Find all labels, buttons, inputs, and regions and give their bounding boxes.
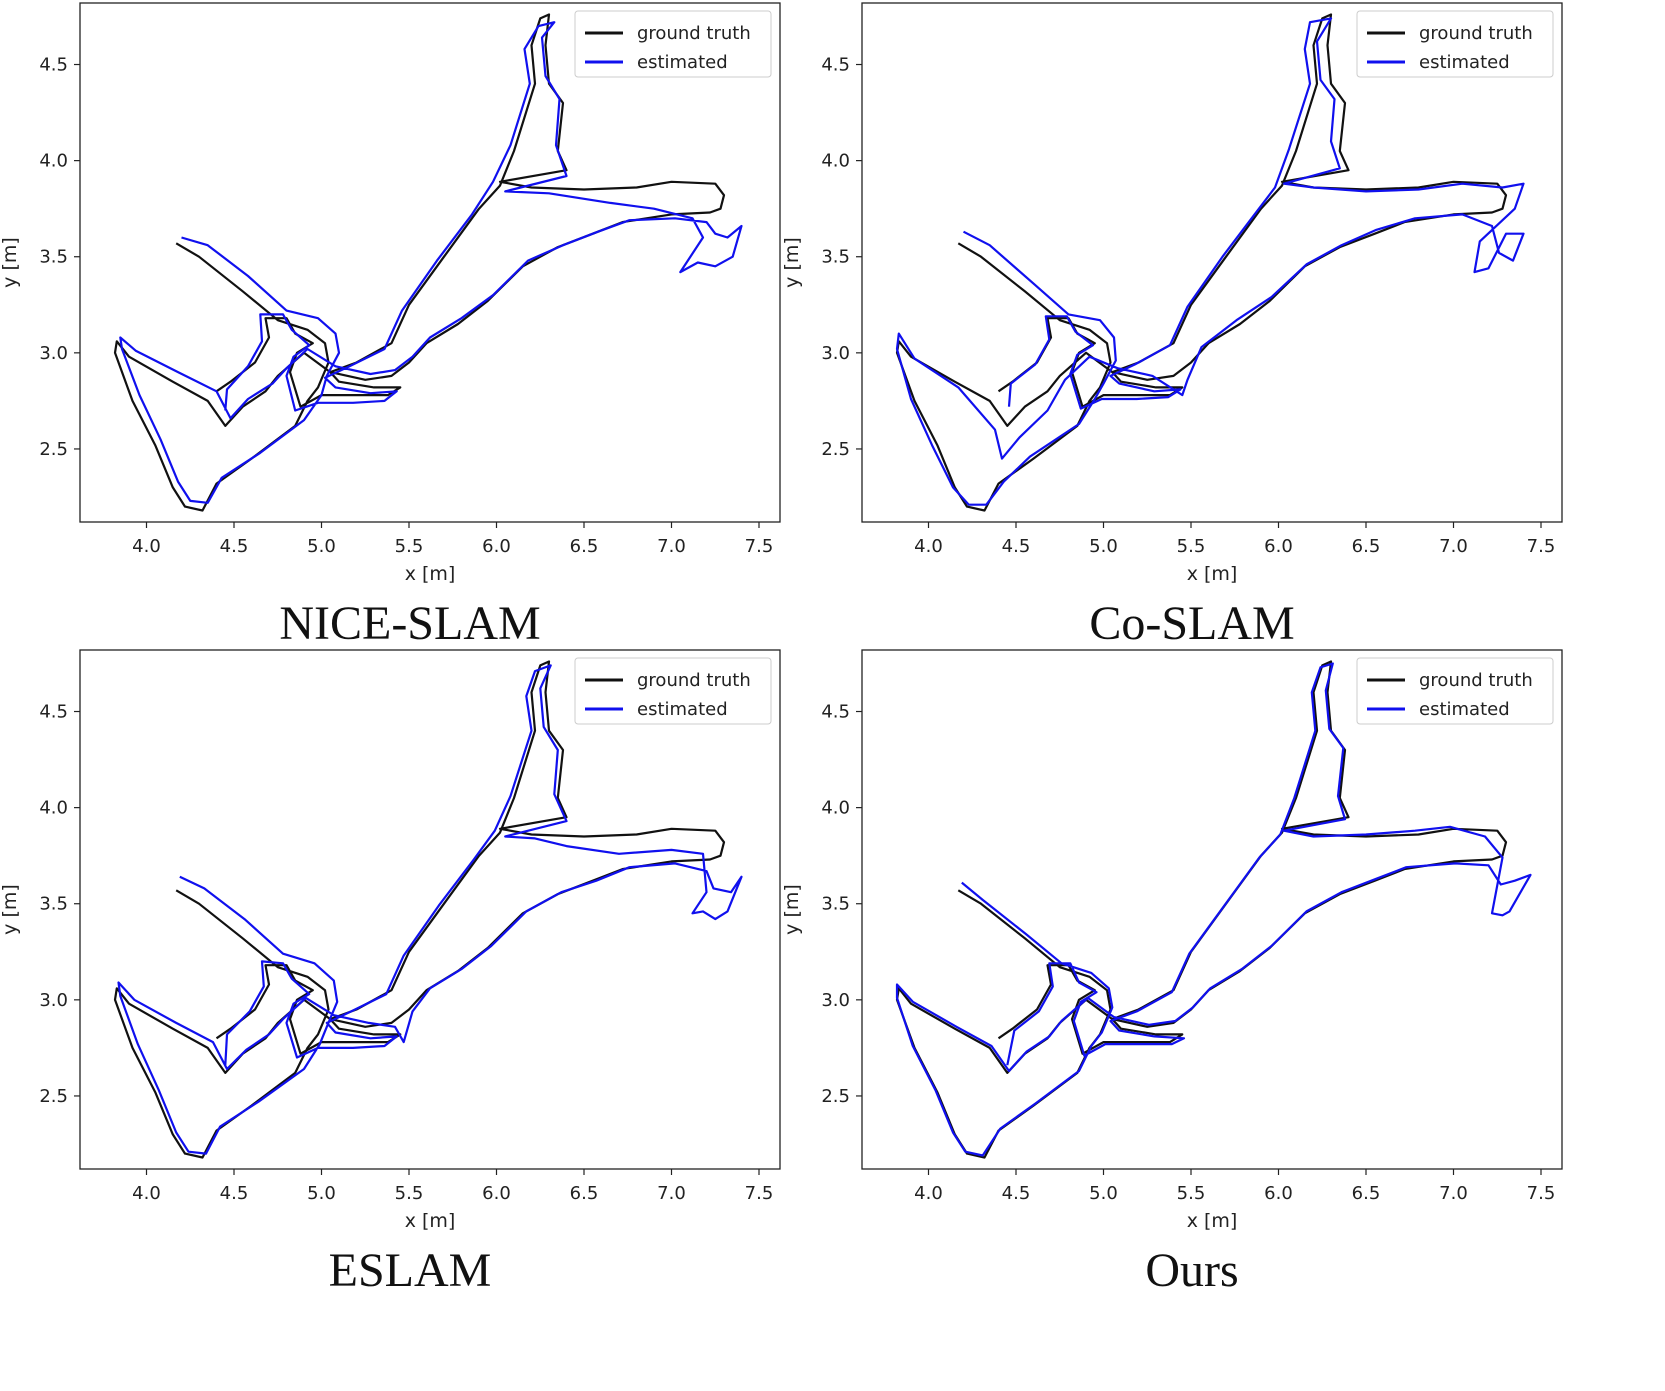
legend-label-estimated: estimated xyxy=(1419,52,1510,73)
x-tick-label: 6.0 xyxy=(482,1183,511,1204)
series-estimated-line xyxy=(119,21,743,504)
y-axis-label: y [m] xyxy=(781,884,803,935)
x-tick-label: 7.0 xyxy=(1439,1183,1468,1204)
x-tick-label: 6.0 xyxy=(1264,1183,1293,1204)
y-tick-label: 4.5 xyxy=(821,55,850,76)
plot-frame xyxy=(79,2,781,523)
x-tick-label: 6.5 xyxy=(1352,1183,1381,1204)
x-tick-label: 5.5 xyxy=(1177,1183,1206,1204)
x-tick-label: 4.0 xyxy=(914,1183,943,1204)
series-ground-truth-line xyxy=(113,660,726,1159)
x-tick-label: 6.5 xyxy=(570,536,599,557)
series-ground-truth-line xyxy=(113,13,726,512)
x-tick-label: 5.5 xyxy=(395,536,424,557)
x-tick-label: 4.5 xyxy=(220,1183,249,1204)
y-tick-label: 3.0 xyxy=(821,990,850,1011)
y-tick-label: 2.5 xyxy=(821,1086,850,1107)
y-tick-label: 3.0 xyxy=(39,343,68,364)
panel-caption-ours: Ours xyxy=(1145,1244,1239,1297)
x-axis-label: x [m] xyxy=(1187,563,1238,585)
x-tick-label: 5.0 xyxy=(1089,536,1118,557)
x-tick-label: 5.5 xyxy=(1177,536,1206,557)
y-tick-label: 2.5 xyxy=(39,1086,68,1107)
y-tick-label: 3.5 xyxy=(39,894,68,915)
x-tick-label: 4.0 xyxy=(132,536,161,557)
x-tick-label: 7.0 xyxy=(1439,536,1468,557)
series-estimated-line xyxy=(895,17,1525,506)
legend-label-ground-truth: ground truth xyxy=(637,23,751,44)
legend-label-ground-truth: ground truth xyxy=(637,670,751,691)
series-estimated-line xyxy=(117,664,743,1155)
x-tick-label: 4.5 xyxy=(220,536,249,557)
y-tick-label: 4.5 xyxy=(39,55,68,76)
x-tick-label: 7.5 xyxy=(745,1183,774,1204)
x-tick-label: 4.5 xyxy=(1002,536,1031,557)
y-tick-label: 4.5 xyxy=(39,702,68,723)
y-tick-label: 3.0 xyxy=(39,990,68,1011)
y-tick-label: 4.0 xyxy=(821,798,850,819)
plot-frame xyxy=(861,649,1563,1170)
x-tick-label: 6.0 xyxy=(1264,536,1293,557)
legend-box xyxy=(1356,10,1554,78)
y-axis-label: y [m] xyxy=(781,237,803,288)
series-ground-truth-line xyxy=(895,13,1508,512)
plot-frame xyxy=(79,649,781,1170)
x-tick-label: 6.0 xyxy=(482,536,511,557)
x-axis-label: x [m] xyxy=(405,563,456,585)
series-estimated-line xyxy=(895,662,1532,1157)
x-tick-label: 7.5 xyxy=(1527,536,1556,557)
x-axis-label: x [m] xyxy=(1187,1210,1238,1232)
chart-ours: 4.0 4.5 5.0 5.5 6.0 6.5 7.0 7.5 2.5 3.0 3.5 4.0 4.5 x… xyxy=(781,649,1563,1232)
chart-co-slam: 4.0 4.5 5.0 5.5 6.0 6.5 7.0 7.5 2.5 3.0 3.5 4.0 4.5 x… xyxy=(781,2,1563,585)
x-tick-label: 6.5 xyxy=(1352,536,1381,557)
y-tick-label: 2.5 xyxy=(39,439,68,460)
legend-label-ground-truth: ground truth xyxy=(1419,23,1533,44)
plot-frame xyxy=(861,2,1563,523)
y-axis-label: y [m] xyxy=(0,884,21,935)
panel-caption-eslam: ESLAM xyxy=(328,1244,492,1297)
legend-label-estimated: estimated xyxy=(637,699,728,720)
chart-eslam: 4.0 4.5 5.0 5.5 6.0 6.5 7.0 7.5 2.5 3.0 3.5 4.0 4.5 x… xyxy=(0,649,781,1232)
y-tick-label: 4.0 xyxy=(39,798,68,819)
x-tick-label: 7.5 xyxy=(1527,1183,1556,1204)
legend-label-ground-truth: ground truth xyxy=(1419,670,1533,691)
y-tick-label: 3.5 xyxy=(821,247,850,268)
chart-nice-slam: 4.0 4.5 5.0 5.5 6.0 6.5 7.0 7.5 2.5 3.0 3.5 4.0 4.5 x… xyxy=(0,2,781,585)
y-tick-label: 2.5 xyxy=(821,439,850,460)
x-tick-label: 5.5 xyxy=(395,1183,424,1204)
y-tick-label: 3.5 xyxy=(39,247,68,268)
y-axis-label: y [m] xyxy=(0,237,21,288)
y-tick-label: 4.5 xyxy=(821,702,850,723)
x-tick-label: 7.5 xyxy=(745,536,774,557)
x-tick-label: 7.0 xyxy=(657,536,686,557)
x-tick-label: 4.0 xyxy=(914,536,943,557)
x-axis-label: x [m] xyxy=(405,1210,456,1232)
x-tick-label: 6.5 xyxy=(570,1183,599,1204)
x-tick-label: 4.5 xyxy=(1002,1183,1031,1204)
series-ground-truth-line xyxy=(895,660,1508,1159)
legend-box xyxy=(574,657,772,725)
x-tick-label: 5.0 xyxy=(307,1183,336,1204)
x-tick-label: 7.0 xyxy=(657,1183,686,1204)
x-tick-label: 5.0 xyxy=(307,536,336,557)
panel-caption-nice-slam: NICE-SLAM xyxy=(279,597,541,650)
legend-box xyxy=(574,10,772,78)
x-tick-label: 5.0 xyxy=(1089,1183,1118,1204)
y-tick-label: 3.0 xyxy=(821,343,850,364)
legend-label-estimated: estimated xyxy=(637,52,728,73)
y-tick-label: 4.0 xyxy=(821,151,850,172)
y-tick-label: 4.0 xyxy=(39,151,68,172)
x-tick-label: 4.0 xyxy=(132,1183,161,1204)
legend-box xyxy=(1356,657,1554,725)
legend-label-estimated: estimated xyxy=(1419,699,1510,720)
panel-caption-co-slam: Co-SLAM xyxy=(1089,597,1295,650)
y-tick-label: 3.5 xyxy=(821,894,850,915)
